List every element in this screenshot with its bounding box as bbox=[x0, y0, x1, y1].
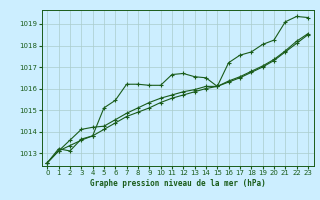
X-axis label: Graphe pression niveau de la mer (hPa): Graphe pression niveau de la mer (hPa) bbox=[90, 179, 266, 188]
